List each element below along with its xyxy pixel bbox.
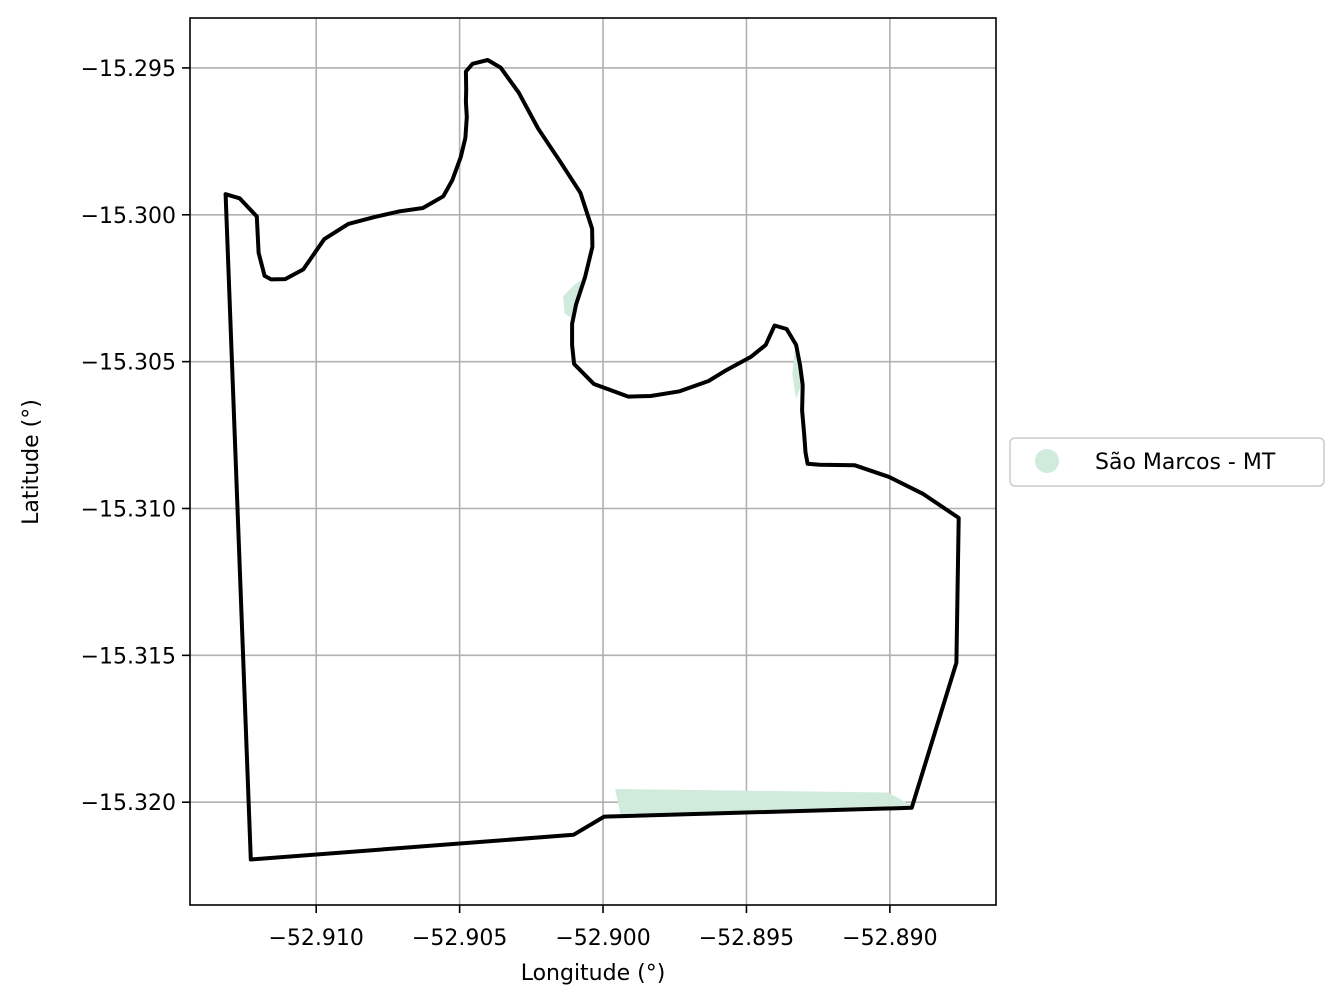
x-tick-label: −52.905 xyxy=(412,926,507,951)
y-axis-label: Latitude (°) xyxy=(19,399,44,525)
x-axis-ticks: −52.910 −52.905 −52.900 −52.895 −52.890 xyxy=(268,905,938,951)
x-tick-label: −52.900 xyxy=(555,926,650,951)
legend-label: São Marcos - MT xyxy=(1095,450,1276,475)
municipality-boundary xyxy=(223,58,961,862)
y-tick-label: −15.310 xyxy=(81,497,176,522)
x-tick-label: −52.910 xyxy=(268,926,363,951)
x-axis-label: Longitude (°) xyxy=(521,961,666,986)
legend: São Marcos - MT xyxy=(1009,437,1325,487)
y-tick-label: −15.300 xyxy=(81,204,176,229)
y-axis-ticks: −15.295 −15.300 −15.305 −15.310 −15.315 −15.3… xyxy=(81,57,190,816)
legend-box xyxy=(1009,437,1325,487)
y-tick-label: −15.295 xyxy=(81,57,176,82)
filled-region xyxy=(792,350,804,399)
boundary-layer xyxy=(223,58,961,862)
plot-frame xyxy=(189,17,997,906)
filled-region xyxy=(563,280,582,320)
y-tick-label: −15.320 xyxy=(81,791,176,816)
x-tick-label: −52.895 xyxy=(699,926,794,951)
y-tick-label: −15.305 xyxy=(81,351,176,376)
x-tick-label: −52.890 xyxy=(842,926,937,951)
legend-swatch xyxy=(1035,449,1059,473)
y-tick-label: −15.315 xyxy=(81,644,176,669)
